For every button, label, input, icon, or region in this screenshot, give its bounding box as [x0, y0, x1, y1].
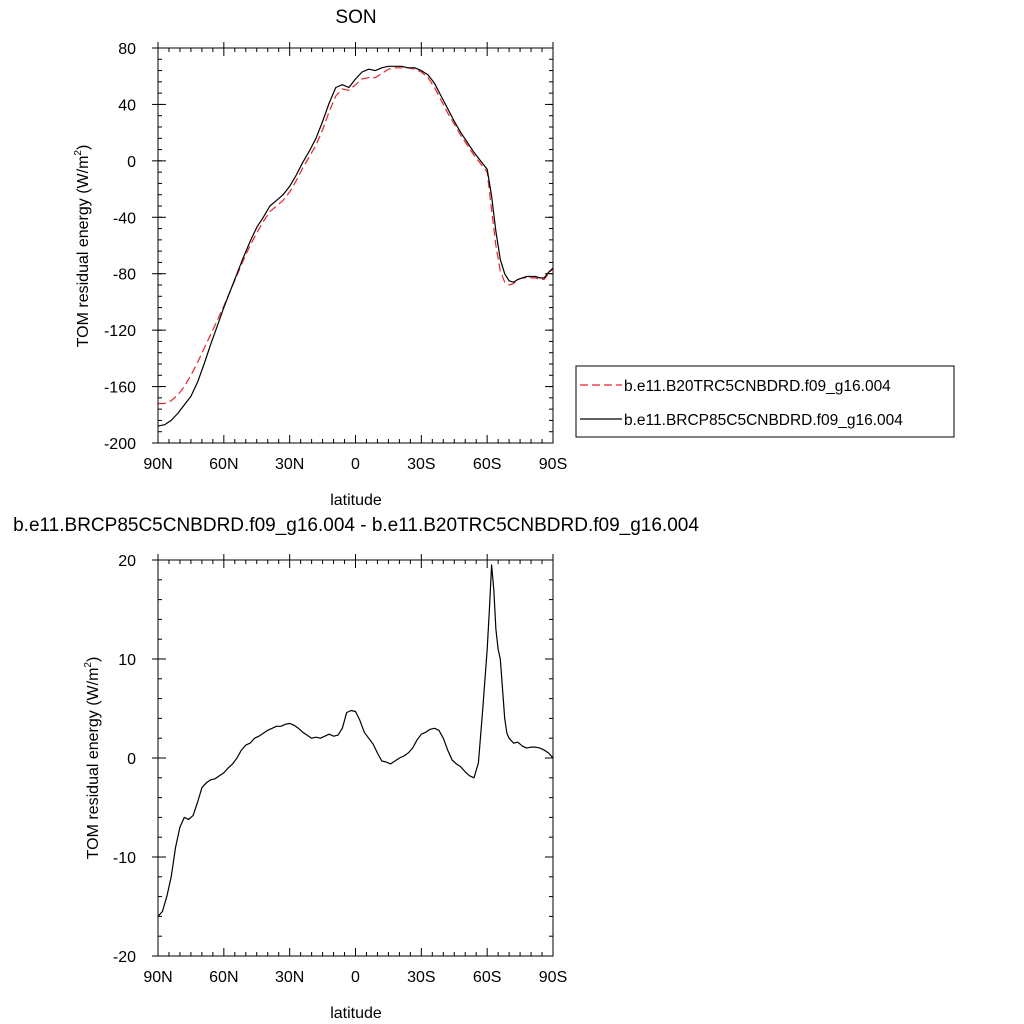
bottom-y-tick-label: 20: [118, 553, 136, 570]
top-chart-legend: b.e11.B20TRC5CNBDRD.f09_g16.004 b.e11.BR…: [575, 365, 955, 438]
bottom-x-tick-label: 0: [351, 969, 360, 986]
bottom-x-tick-label: 60N: [209, 969, 238, 986]
top-chart-x-axis-label: latitude: [330, 492, 382, 509]
legend-box: [575, 365, 955, 438]
top-y-tick-label: -120: [104, 323, 136, 340]
top-y-tick-label: 0: [127, 154, 136, 171]
bottom-x-tick-label: 90S: [539, 969, 567, 986]
bottom-x-tick-label: 30N: [275, 969, 304, 986]
top-x-tick-label: 0: [351, 456, 360, 473]
top-chart-panel: SON 80 40 0 -40 -80 -120 -160 -200 90N 60N 30N 0 30S…: [73, 7, 955, 509]
bottom-x-tick-label: 60S: [473, 969, 501, 986]
bottom-series-line-1: [157, 564, 554, 917]
top-x-tick-label: 90S: [539, 456, 567, 473]
top-y-tick-label: 80: [118, 41, 136, 58]
top-y-tick-label: -80: [113, 267, 136, 284]
top-y-tick-label: 40: [118, 97, 136, 114]
top-chart-y-axis-label: TOM residual energy (W/m2): [73, 145, 92, 348]
top-x-tick-label: 30N: [275, 456, 304, 473]
top-y-tick-label: -200: [104, 436, 136, 453]
top-y-tick-label: -40: [113, 210, 136, 227]
bottom-x-tick-label: 30S: [407, 969, 435, 986]
bottom-chart-y-axis-label-sup: 2: [83, 662, 94, 668]
top-chart-title: SON: [335, 7, 376, 28]
bottom-chart-y-axis-label: TOM residual energy (W/m2): [83, 657, 102, 860]
bottom-chart-x-axis-label: latitude: [330, 1005, 382, 1022]
top-x-tick-label: 60N: [209, 456, 238, 473]
top-series-line-1: [158, 67, 554, 405]
bottom-y-tick-label: -20: [113, 949, 136, 966]
top-y-tick-label: -160: [104, 380, 136, 397]
bottom-chart-panel: b.e11.BRCP85C5CNBDRD.f09_g16.004 - b.e11…: [13, 515, 699, 1022]
top-chart-frame: [157, 47, 554, 444]
top-x-tick-label: 30S: [407, 456, 435, 473]
bottom-y-tick-label: -10: [113, 850, 136, 867]
bottom-chart-frame: [157, 559, 554, 957]
bottom-y-tick-label: 10: [118, 652, 136, 669]
top-x-tick-label: 90N: [143, 456, 172, 473]
bottom-x-tick-label: 90N: [143, 969, 172, 986]
bottom-chart-title: b.e11.BRCP85C5CNBDRD.f09_g16.004 - b.e11…: [13, 515, 699, 536]
top-series-line-2: [157, 65, 554, 427]
top-chart-y-axis-label-sup: 2: [73, 150, 84, 156]
legend-label-series-2: b.e11.BRCP85C5CNBDRD.f09_g16.004: [624, 412, 903, 429]
top-x-tick-label: 60S: [473, 456, 501, 473]
legend-label-series-1: b.e11.B20TRC5CNBDRD.f09_g16.004: [624, 378, 891, 395]
bottom-y-tick-label: 0: [127, 751, 136, 768]
